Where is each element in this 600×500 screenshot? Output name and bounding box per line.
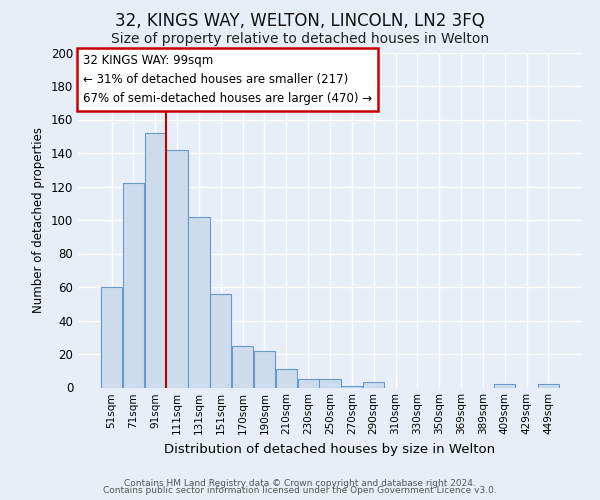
Bar <box>538 384 559 388</box>
Bar <box>298 379 319 388</box>
Bar <box>494 384 515 388</box>
Bar <box>363 382 384 388</box>
Bar <box>101 287 122 388</box>
Bar <box>341 386 362 388</box>
Bar <box>210 294 232 388</box>
Text: Contains public sector information licensed under the Open Government Licence v3: Contains public sector information licen… <box>103 486 497 495</box>
Bar <box>123 183 144 388</box>
Bar <box>276 369 297 388</box>
Text: 32 KINGS WAY: 99sqm
← 31% of detached houses are smaller (217)
67% of semi-detac: 32 KINGS WAY: 99sqm ← 31% of detached ho… <box>83 54 372 105</box>
Bar <box>319 379 341 388</box>
Bar <box>188 216 209 388</box>
Bar <box>232 346 253 388</box>
Y-axis label: Number of detached properties: Number of detached properties <box>32 127 45 313</box>
Bar <box>166 150 188 388</box>
Text: Size of property relative to detached houses in Welton: Size of property relative to detached ho… <box>111 32 489 46</box>
Text: 32, KINGS WAY, WELTON, LINCOLN, LN2 3FQ: 32, KINGS WAY, WELTON, LINCOLN, LN2 3FQ <box>115 12 485 30</box>
Text: Contains HM Land Registry data © Crown copyright and database right 2024.: Contains HM Land Registry data © Crown c… <box>124 478 476 488</box>
X-axis label: Distribution of detached houses by size in Welton: Distribution of detached houses by size … <box>164 443 496 456</box>
Bar <box>254 350 275 388</box>
Bar <box>145 133 166 388</box>
